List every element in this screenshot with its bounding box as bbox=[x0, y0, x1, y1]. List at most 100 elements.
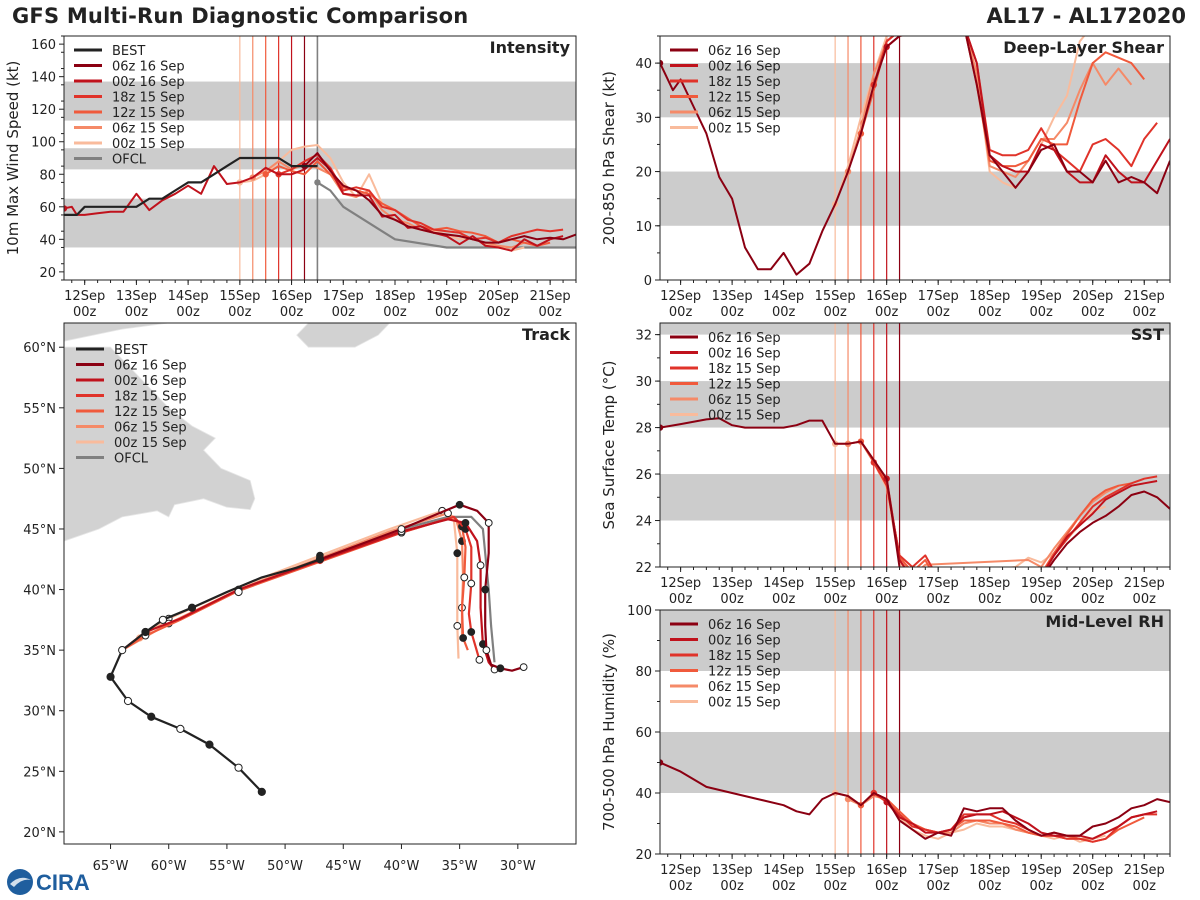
start-point-intensity-12z-15-sep bbox=[262, 171, 269, 178]
xtick-label-rh-19: 19Sep bbox=[1021, 863, 1062, 878]
xtick-label-track-0: 65°W bbox=[93, 859, 129, 874]
xtick-sublabel-shear-21: 00z bbox=[1133, 305, 1157, 320]
xtick-label-rh-14: 14Sep bbox=[763, 863, 804, 878]
xtick-label-track-3: 50°W bbox=[267, 859, 303, 874]
legend-label-18z-15-sep: 18z 15 Sep bbox=[112, 91, 185, 106]
xtick-label-intensity-20: 20Sep bbox=[478, 289, 519, 304]
xtick-sublabel-rh-15: 00z bbox=[823, 879, 847, 894]
ytick-label-sst-22: 22 bbox=[635, 561, 652, 576]
xtick-sublabel-rh-17: 00z bbox=[926, 879, 950, 894]
ytick-label-sst-30: 30 bbox=[635, 375, 652, 390]
track-point-12z-15-sep-9 bbox=[460, 573, 469, 582]
ytick-label-shear-10: 10 bbox=[635, 220, 652, 235]
ytick-label-rh-60: 60 bbox=[635, 726, 652, 741]
xtick-label-shear-17: 17Sep bbox=[918, 289, 959, 304]
legend-label-06z-16-sep: 06z 16 Sep bbox=[114, 359, 187, 374]
start-point-rh-06z-16-sep bbox=[660, 759, 664, 766]
start-point-intensity-00z-16-sep bbox=[64, 205, 68, 212]
xtick-label-intensity-15: 15Sep bbox=[219, 289, 260, 304]
xtick-label-rh-12: 12Sep bbox=[660, 863, 701, 878]
track-06z-15-sep bbox=[121, 512, 465, 652]
xtick-label-intensity-16: 16Sep bbox=[271, 289, 312, 304]
xtick-label-track-4: 45°W bbox=[325, 859, 361, 874]
series-rh-06z-16-sep bbox=[660, 761, 1170, 840]
track-00z-15-sep bbox=[138, 509, 460, 659]
ytick-label-intensity-140: 140 bbox=[31, 71, 56, 86]
legend-label-00z-16-sep: 00z 16 Sep bbox=[708, 634, 781, 649]
xtick-label-sst-20: 20Sep bbox=[1072, 576, 1113, 591]
track-12z-15-sep bbox=[121, 515, 469, 652]
ytick-label-track-8: 60°N bbox=[23, 341, 56, 356]
globe-icon bbox=[7, 869, 33, 895]
best-point-3 bbox=[176, 724, 185, 733]
series-intensity-ofcl bbox=[316, 181, 576, 249]
series-shear-18z-15-sep bbox=[872, 36, 1158, 173]
panel-sst: 22242628303212Sep00z13Sep00z14Sep00z15Se… bbox=[600, 322, 1171, 607]
ytick-label-rh-80: 80 bbox=[635, 665, 652, 680]
best-point-5 bbox=[123, 696, 133, 706]
legend-label-06z-15-sep: 06z 15 Sep bbox=[114, 421, 187, 436]
xtick-label-track-7: 30°W bbox=[500, 859, 536, 874]
best-point-11 bbox=[234, 587, 243, 597]
legend-label-06z-16-sep: 06z 16 Sep bbox=[708, 331, 781, 346]
xtick-sublabel-sst-12: 00z bbox=[669, 592, 693, 607]
xtick-sublabel-intensity-15: 00z bbox=[228, 305, 252, 320]
xtick-label-shear-19: 19Sep bbox=[1021, 289, 1062, 304]
track-point-00z-15-sep-9 bbox=[453, 622, 462, 630]
ytick-label-rh-100: 100 bbox=[627, 604, 652, 619]
panel-title-sst: SST bbox=[1131, 325, 1164, 344]
panel-intensity: 2040608010012014016012Sep00z13Sep00z14Se… bbox=[4, 35, 577, 320]
xtick-sublabel-rh-18: 00z bbox=[978, 879, 1002, 894]
legend-label-best: BEST bbox=[114, 343, 147, 358]
band-shear-1 bbox=[660, 63, 1170, 118]
xtick-sublabel-shear-12: 00z bbox=[669, 305, 693, 320]
legend-label-00z-16-sep: 00z 16 Sep bbox=[708, 60, 781, 75]
frame-shear bbox=[659, 35, 1171, 281]
track-00z-16-sep bbox=[121, 518, 496, 671]
ytick-label-shear-20: 20 bbox=[635, 166, 652, 181]
legend-label-00z-15-sep: 00z 15 Sep bbox=[708, 409, 781, 424]
xtick-label-sst-15: 15Sep bbox=[815, 576, 856, 591]
ytick-label-track-3: 35°N bbox=[23, 644, 56, 659]
xtick-sublabel-shear-19: 00z bbox=[1030, 305, 1054, 320]
storm-id: AL17 - AL172020 bbox=[986, 4, 1187, 28]
xtick-label-intensity-21: 21Sep bbox=[530, 289, 571, 304]
xtick-sublabel-shear-16: 00z bbox=[875, 305, 899, 320]
xtick-label-sst-19: 19Sep bbox=[1021, 576, 1062, 591]
track-point-06z-16-sep-1 bbox=[397, 525, 406, 533]
legend-label-00z-16-sep: 00z 16 Sep bbox=[114, 374, 187, 389]
xtick-label-shear-13: 13Sep bbox=[712, 289, 753, 304]
xtick-label-rh-20: 20Sep bbox=[1072, 863, 1113, 878]
xtick-sublabel-rh-20: 00z bbox=[1081, 879, 1105, 894]
legend-label-ofcl: OFCL bbox=[114, 452, 149, 467]
track-best bbox=[109, 558, 321, 793]
xtick-sublabel-intensity-18: 00z bbox=[383, 305, 407, 320]
ytick-label-intensity-100: 100 bbox=[31, 136, 56, 151]
legend-label-00z-15-sep: 00z 15 Sep bbox=[708, 122, 781, 137]
xtick-sublabel-sst-19: 00z bbox=[1030, 592, 1054, 607]
legend-label-18z-15-sep: 18z 15 Sep bbox=[708, 649, 781, 664]
track-point-06z-16-sep-7 bbox=[481, 585, 490, 594]
ytick-label-track-2: 30°N bbox=[23, 705, 56, 720]
band-intensity-1 bbox=[64, 148, 576, 170]
xtick-sublabel-shear-15: 00z bbox=[823, 305, 847, 320]
best-point-6 bbox=[106, 672, 115, 681]
ytick-label-track-5: 45°N bbox=[23, 523, 56, 538]
xtick-label-intensity-19: 19Sep bbox=[426, 289, 467, 304]
landmass-2 bbox=[296, 323, 391, 348]
xtick-sublabel-shear-17: 00z bbox=[926, 305, 950, 320]
best-point-8 bbox=[141, 627, 150, 637]
ytick-label-track-6: 50°N bbox=[23, 462, 56, 477]
landmass-0 bbox=[64, 346, 256, 542]
ytick-label-shear-0: 0 bbox=[644, 274, 652, 289]
best-point-4 bbox=[147, 712, 156, 721]
legend-label-00z-15-sep: 00z 15 Sep bbox=[112, 137, 185, 152]
xtick-label-sst-13: 13Sep bbox=[712, 576, 753, 591]
ytick-label-intensity-80: 80 bbox=[39, 168, 56, 183]
legend-label-06z-15-sep: 06z 15 Sep bbox=[708, 393, 781, 408]
xtick-label-sst-17: 17Sep bbox=[918, 576, 959, 591]
xtick-sublabel-intensity-21: 00z bbox=[538, 305, 562, 320]
xtick-sublabel-sst-17: 00z bbox=[926, 592, 950, 607]
